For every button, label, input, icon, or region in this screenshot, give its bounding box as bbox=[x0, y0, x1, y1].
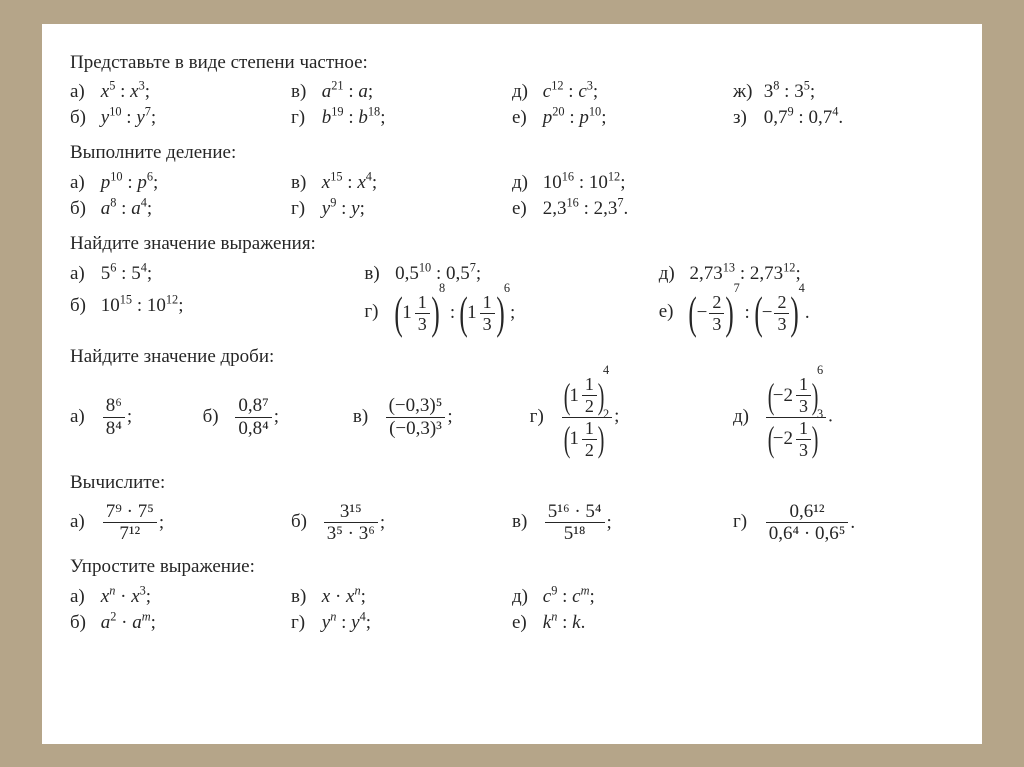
s6-heading: Упростите выражение: bbox=[70, 554, 954, 580]
lbl-g: г) bbox=[291, 105, 317, 131]
s2-row2: б) a8 : a4; г) y9 : y; е) 2,316 : 2,37. bbox=[70, 196, 954, 222]
lbl-zh: ж) bbox=[733, 79, 759, 105]
s4-row: а) 8⁶8⁴; б) 0,8⁷0,8⁴; в) (−0,3)⁵(−0,3)³;… bbox=[70, 375, 954, 460]
s5-heading: Вычислите: bbox=[70, 470, 954, 496]
s3-heading: Найдите значение выражения: bbox=[70, 231, 954, 257]
s3-row1: а) 56 : 54; в) 0,510 : 0,57; д) 2,7313 :… bbox=[70, 261, 954, 287]
lbl-v: в) bbox=[291, 79, 317, 105]
s1-row2: б) y10 : y7; г) b19 : b18; е) p20 : p10;… bbox=[70, 105, 954, 131]
s6-row1: а) xn · x3; в) x · xn; д) c9 : cm; bbox=[70, 584, 954, 610]
lbl-d: д) bbox=[512, 79, 538, 105]
lbl-z: з) bbox=[733, 105, 759, 131]
s2-row1: а) p10 : p6; в) x15 : x4; д) 1016 : 1012… bbox=[70, 170, 954, 196]
s5-row: а) 7⁹ · 7⁵7¹²; б) 3¹⁵3⁵ · 3⁶; в) 5¹⁶ · 5… bbox=[70, 502, 954, 545]
lbl-b: б) bbox=[70, 105, 96, 131]
s2-heading: Выполните деление: bbox=[70, 140, 954, 166]
s1-row1: а) x5 : x3; в) a21 : a; д) c12 : c3; ж) … bbox=[70, 79, 954, 105]
lbl-e: е) bbox=[512, 105, 538, 131]
lbl-a: а) bbox=[70, 79, 96, 105]
s3-row2: б) 1015 : 1012; г) (113)8 : (113)6; е) (… bbox=[70, 293, 954, 334]
s1-heading: Представьте в виде степени частное: bbox=[70, 50, 954, 76]
s6-row2: б) a2 · am; г) yn : y4; е) kn : k. bbox=[70, 610, 954, 636]
worksheet-page: Представьте в виде степени частное: а) x… bbox=[42, 24, 982, 744]
